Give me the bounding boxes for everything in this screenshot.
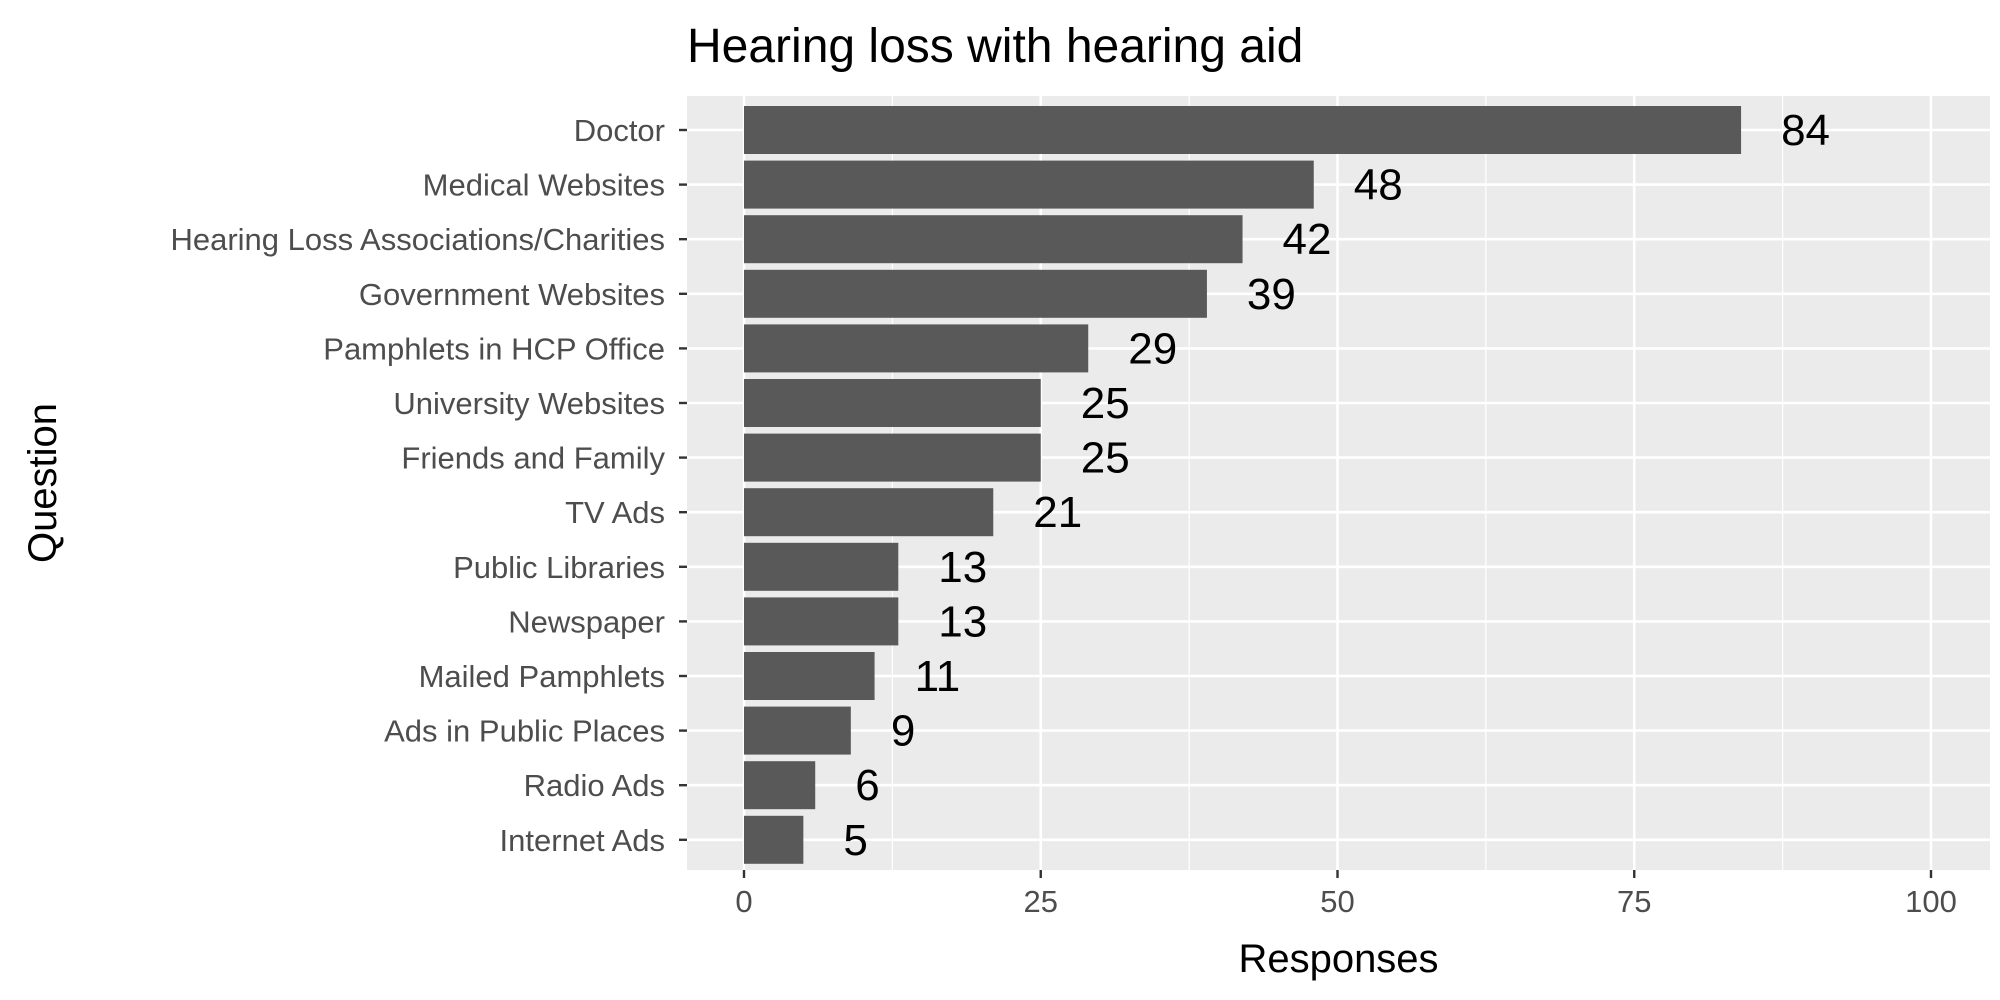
x-axis-title: Responses [1238,937,1438,981]
y-tick-label: Doctor [574,113,665,148]
x-tick-label: 0 [735,884,752,919]
bar [744,815,804,864]
y-axis: Doctor Medical Websites Hearing Loss Assoc… [170,113,687,858]
bar [744,597,899,646]
y-tick-label: Public Libraries [453,550,665,585]
data-label: 13 [938,543,987,592]
x-tick-label: 50 [1320,884,1354,919]
bar [744,106,1742,154]
data-label: 42 [1283,215,1332,264]
data-label: 21 [1033,488,1082,537]
data-label: 5 [843,816,867,865]
bar [744,433,1041,482]
data-label: 25 [1081,379,1130,428]
y-tick-label: Friends and Family [401,441,665,476]
y-tick-label: Hearing Loss Associations/Charities [170,222,665,257]
bar [744,160,1314,209]
bar [744,215,1243,264]
bar [744,542,899,591]
bar [744,324,1089,373]
bar [744,761,816,810]
y-tick-label: Government Websites [359,277,665,312]
data-label: 48 [1354,161,1403,210]
x-tick-label: 75 [1617,884,1651,919]
y-axis-title: Question [21,403,65,563]
x-axis: 0 25 50 75 100 [735,870,1957,919]
y-tick-label: University Websites [393,386,665,421]
data-label: 29 [1128,324,1177,373]
data-label: 84 [1781,106,1830,155]
y-tick-label: Radio Ads [524,768,665,803]
bar [744,652,875,700]
y-tick-label: Medical Websites [423,168,665,203]
y-tick-label: Mailed Pamphlets [419,659,665,694]
bar [744,706,851,755]
x-tick-label: 25 [1024,884,1058,919]
y-tick-label: Ads in Public Places [384,714,665,749]
data-label: 9 [891,707,915,756]
y-tick-label: Newspaper [508,604,665,639]
bars [744,106,1742,864]
chart-title: Hearing loss with hearing aid [687,20,1303,73]
y-tick-label: TV Ads [565,495,665,530]
data-label: 39 [1247,270,1296,319]
bar [744,488,994,537]
bar [744,379,1041,427]
data-label: 13 [938,597,987,646]
x-tick-label: 100 [1905,884,1957,919]
data-label: 25 [1081,434,1130,483]
y-tick-label: Internet Ads [500,823,665,858]
data-label: 6 [855,761,879,810]
data-label: 11 [915,652,961,701]
bar [744,269,1207,318]
y-tick-label: Pamphlets in HCP Office [323,331,665,366]
